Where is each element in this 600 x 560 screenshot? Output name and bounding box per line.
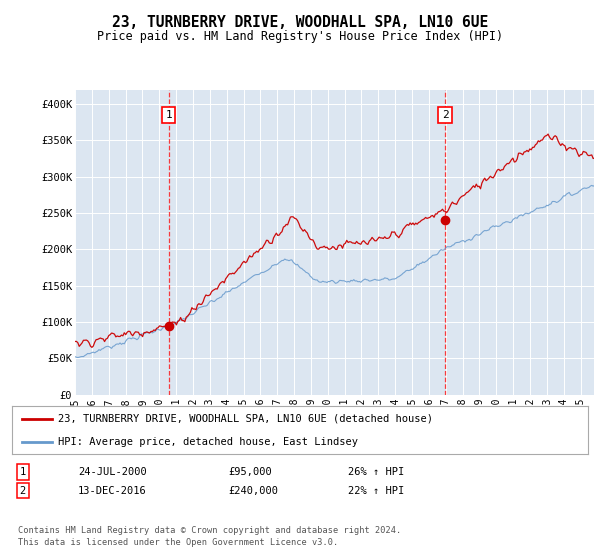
Text: 2: 2 — [20, 486, 26, 496]
Text: 13-DEC-2016: 13-DEC-2016 — [78, 486, 147, 496]
Text: 1: 1 — [166, 110, 172, 120]
Text: 24-JUL-2000: 24-JUL-2000 — [78, 467, 147, 477]
Text: Price paid vs. HM Land Registry's House Price Index (HPI): Price paid vs. HM Land Registry's House … — [97, 30, 503, 43]
Text: HPI: Average price, detached house, East Lindsey: HPI: Average price, detached house, East… — [58, 437, 358, 447]
Text: £240,000: £240,000 — [228, 486, 278, 496]
Text: 2: 2 — [442, 110, 448, 120]
Text: 23, TURNBERRY DRIVE, WOODHALL SPA, LN10 6UE (detached house): 23, TURNBERRY DRIVE, WOODHALL SPA, LN10 … — [58, 414, 433, 424]
Text: Contains HM Land Registry data © Crown copyright and database right 2024.
This d: Contains HM Land Registry data © Crown c… — [18, 526, 401, 547]
Text: 22% ↑ HPI: 22% ↑ HPI — [348, 486, 404, 496]
Text: 26% ↑ HPI: 26% ↑ HPI — [348, 467, 404, 477]
Text: 1: 1 — [20, 467, 26, 477]
Text: £95,000: £95,000 — [228, 467, 272, 477]
Text: 23, TURNBERRY DRIVE, WOODHALL SPA, LN10 6UE: 23, TURNBERRY DRIVE, WOODHALL SPA, LN10 … — [112, 15, 488, 30]
